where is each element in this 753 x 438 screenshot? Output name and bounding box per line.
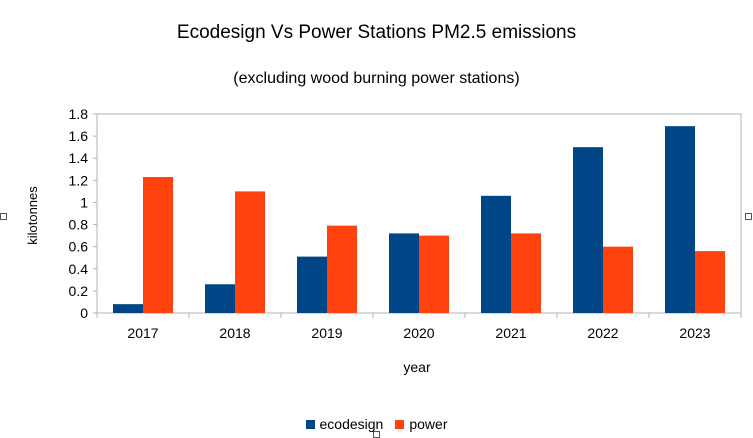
bar-power-2020 <box>419 235 449 313</box>
x-tick-label: 2023 <box>679 325 710 341</box>
bar-ecodesign-2021 <box>481 195 511 313</box>
x-tick-label: 2020 <box>403 325 434 341</box>
y-tick-label: 1.6 <box>69 128 89 144</box>
bar-power-2021 <box>511 233 541 313</box>
bar-power-2019 <box>327 225 357 313</box>
bar-power-2023 <box>695 251 725 313</box>
y-tick-label: 0.8 <box>69 217 89 233</box>
y-axis-label: kilotonnes <box>25 186 40 245</box>
legend-swatch-power <box>395 419 405 429</box>
bar-power-2017 <box>143 177 173 313</box>
bar-power-2022 <box>603 246 633 313</box>
legend-swatch-ecodesign <box>305 419 315 429</box>
resize-handle-right[interactable] <box>745 213 752 220</box>
bar-ecodesign-2017 <box>113 304 143 313</box>
bar-ecodesign-2023 <box>665 126 695 314</box>
y-tick-label: 0 <box>80 305 88 321</box>
x-tick-label: 2019 <box>311 325 342 341</box>
y-tick-label: 0.2 <box>69 283 89 299</box>
chart-title: Ecodesign Vs Power Stations PM2.5 emissi… <box>176 22 577 43</box>
bar-power-2018 <box>235 191 265 313</box>
bar-ecodesign-2018 <box>205 284 235 313</box>
x-tick-label: 2022 <box>587 325 618 341</box>
bar-ecodesign-2022 <box>573 147 603 313</box>
x-tick-label: 2018 <box>219 325 250 341</box>
legend-label-ecodesign: ecodesign <box>319 416 384 432</box>
x-axis-label: year <box>403 359 431 375</box>
chart-subtitle: (excluding wood burning power stations) <box>233 70 520 87</box>
y-tick-label: 1.4 <box>69 150 89 166</box>
y-tick-label: 0.6 <box>69 239 89 255</box>
y-tick-label: 1.8 <box>69 106 89 122</box>
legend: ecodesign power <box>0 416 753 432</box>
legend-item-power: power <box>395 416 447 432</box>
bar-ecodesign-2019 <box>297 256 327 313</box>
y-tick-label: 0.4 <box>69 261 89 277</box>
x-tick-label: 2021 <box>495 325 526 341</box>
resize-handle-left[interactable] <box>0 213 7 220</box>
legend-label-power: power <box>409 416 448 432</box>
y-tick-label: 1.2 <box>69 172 89 188</box>
y-tick-label: 1 <box>80 194 88 210</box>
x-tick-label: 2017 <box>127 325 158 341</box>
legend-item-ecodesign: ecodesign <box>305 416 384 432</box>
bar-ecodesign-2020 <box>389 233 419 313</box>
